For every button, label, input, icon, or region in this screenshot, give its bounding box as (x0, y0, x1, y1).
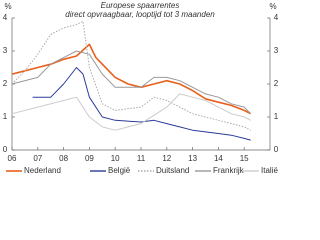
x-tick-label: 12 (162, 154, 171, 163)
x-tick-label: 09 (85, 154, 94, 163)
chart: Europese spaarrentes direct opvraagbaar,… (3, 1, 279, 175)
series-line (11, 50, 252, 115)
y-tick-label: 3 (3, 46, 8, 55)
legend-label: Nederland (24, 166, 61, 175)
series-line (11, 93, 251, 131)
x-tick-label: 10 (111, 154, 120, 163)
y-axis-label: % (4, 2, 11, 11)
chart-subtitle: direct opvraagbaar, looptijd tot 3 maand… (65, 10, 215, 19)
series-line (11, 43, 252, 115)
y2-tick-label: 0 (274, 145, 279, 154)
x-tick-label: 11 (137, 154, 146, 163)
series-line (11, 20, 251, 131)
x-tick-label: 06 (8, 154, 17, 163)
x-tick-label: 15 (240, 154, 249, 163)
x-tick-label: 13 (188, 154, 197, 163)
x-tick-label: 14 (214, 154, 223, 163)
legend-label: België (108, 166, 131, 175)
y-tick-label: 1 (3, 112, 8, 121)
legend-label: Italië (261, 166, 278, 175)
legend-label: Duitsland (156, 166, 189, 175)
series-line (32, 67, 251, 141)
y2-axis-label: % (269, 2, 276, 11)
y2-tick-label: 4 (274, 13, 279, 22)
y2-tick-label: 1 (274, 112, 279, 121)
y-tick-label: 0 (3, 145, 8, 154)
legend-label: Frankrijk (213, 166, 245, 175)
y2-tick-label: 3 (274, 46, 279, 55)
y-tick-label: 2 (3, 79, 8, 88)
y-tick-label: 4 (3, 13, 8, 22)
chart-title: Europese spaarrentes (101, 1, 180, 10)
y2-tick-label: 2 (274, 79, 279, 88)
x-tick-label: 08 (59, 154, 68, 163)
x-tick-label: 07 (33, 154, 42, 163)
